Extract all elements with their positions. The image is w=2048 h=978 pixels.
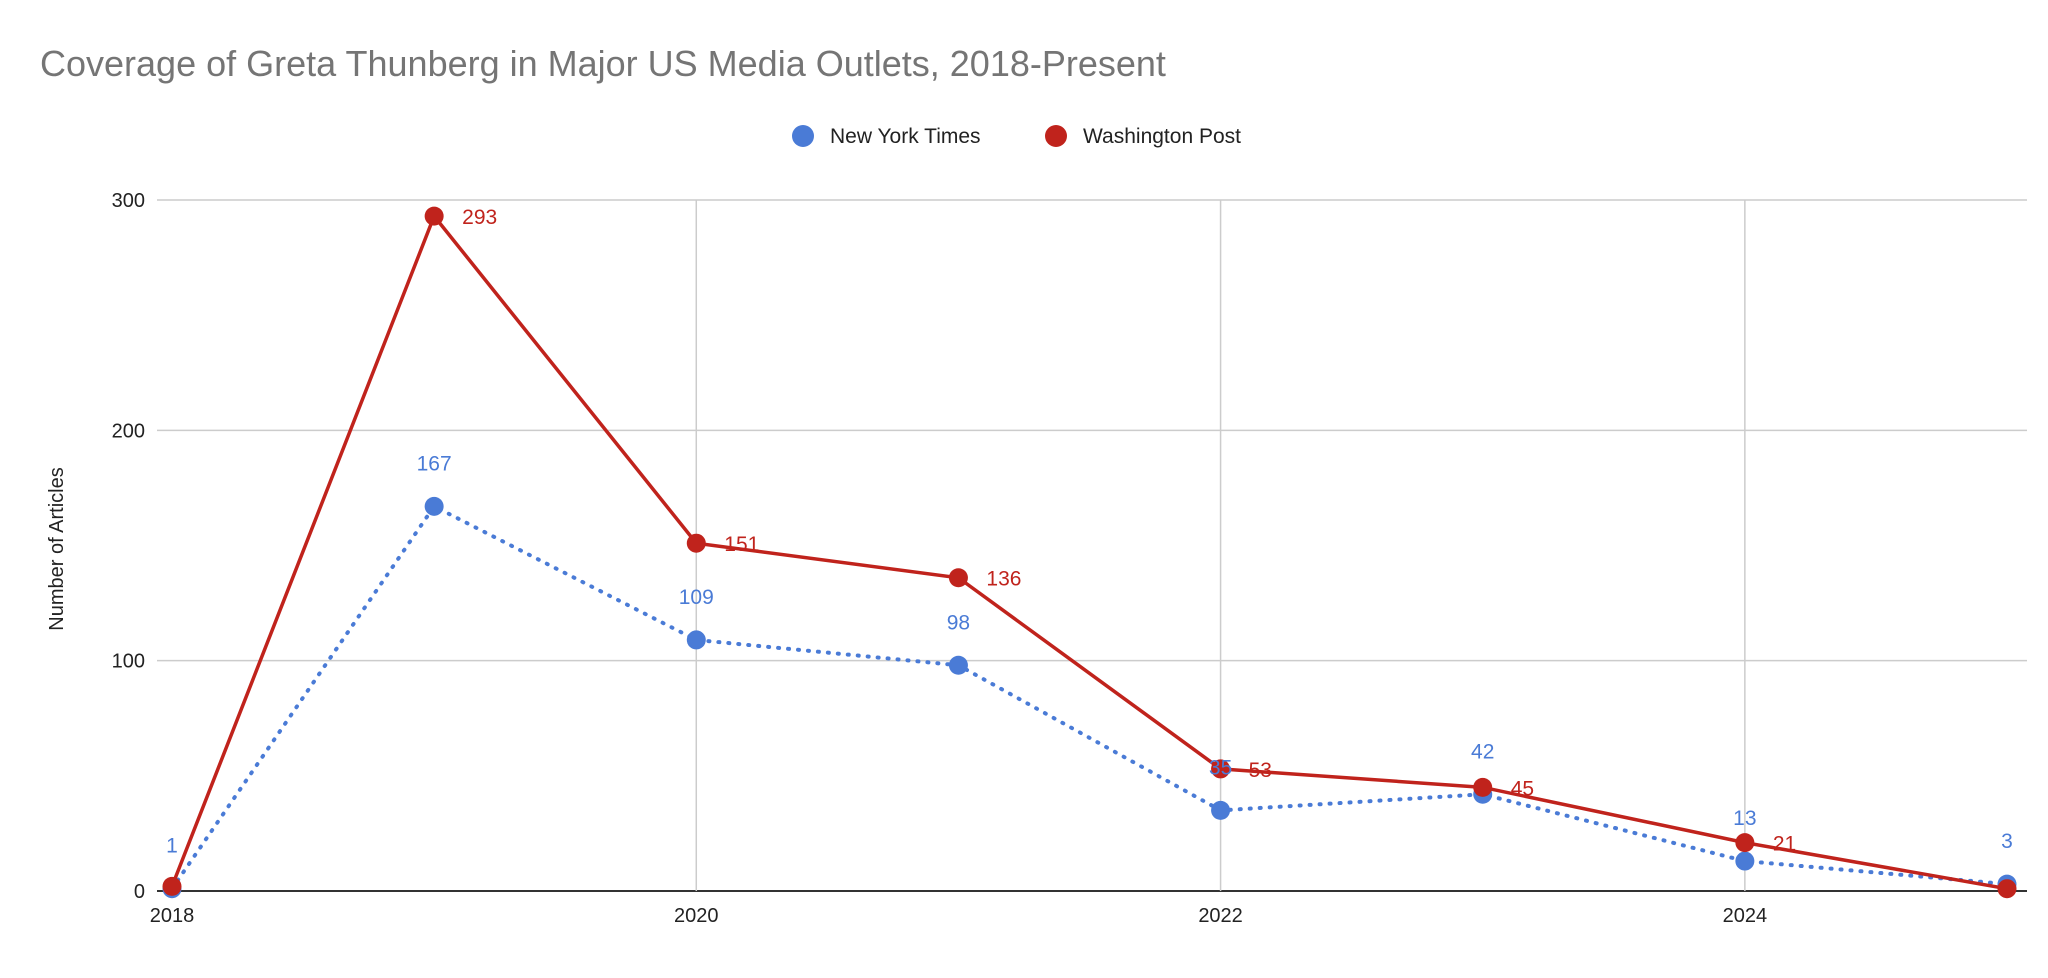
data-label-nyt: 42 (1471, 740, 1494, 763)
data-point (424, 206, 444, 226)
data-point (948, 568, 968, 588)
x-tick-label: 2018 (150, 905, 195, 927)
data-point (948, 655, 968, 675)
data-label-wapo: 151 (724, 533, 759, 556)
data-label-wapo: 136 (986, 568, 1021, 591)
series-line-nyt (170, 503, 2009, 891)
series-line-wapo (170, 212, 2008, 891)
data-point (424, 496, 444, 516)
data-point (1735, 851, 1755, 871)
data-label-nyt: 98 (947, 611, 970, 634)
legend-label-nyt: New York Times (830, 125, 981, 148)
legend-marker-nyt (792, 125, 814, 147)
data-label-wapo: 293 (462, 206, 497, 229)
y-axis-label: Number of Articles (46, 467, 68, 630)
y-tick-label: 300 (112, 190, 145, 212)
data-point (1997, 879, 2017, 899)
data-label-nyt: 1 (166, 835, 178, 858)
data-label-wapo: 45 (1511, 777, 1534, 800)
data-label-nyt: 3 (2001, 830, 2013, 853)
x-tick-label: 2020 (674, 905, 719, 927)
data-point (1735, 833, 1755, 853)
y-tick-label: 0 (134, 881, 145, 903)
legend: New York Times Washington Post (792, 125, 1241, 148)
data-point (686, 630, 706, 650)
y-tick-label: 200 (112, 420, 145, 442)
chart-title: Coverage of Greta Thunberg in Major US M… (40, 43, 1166, 84)
legend-marker-wapo (1045, 125, 1067, 147)
data-label-nyt: 35 (1209, 756, 1232, 779)
x-tick-label: 2022 (1198, 905, 1243, 927)
data-label-nyt: 109 (679, 586, 714, 609)
x-tick-label: 2024 (1723, 905, 1768, 927)
data-point (1211, 759, 1231, 779)
data-label-wapo: 53 (1249, 759, 1272, 782)
data-label-nyt: 167 (417, 452, 452, 475)
data-label-nyt: 13 (1733, 807, 1756, 830)
data-label-wapo: 21 (1773, 833, 1796, 856)
data-point (162, 876, 182, 896)
data-point (1473, 777, 1493, 797)
data-point (1211, 800, 1231, 820)
legend-label-wapo: Washington Post (1083, 125, 1241, 148)
y-tick-label: 100 (112, 651, 145, 673)
data-point (686, 533, 706, 553)
